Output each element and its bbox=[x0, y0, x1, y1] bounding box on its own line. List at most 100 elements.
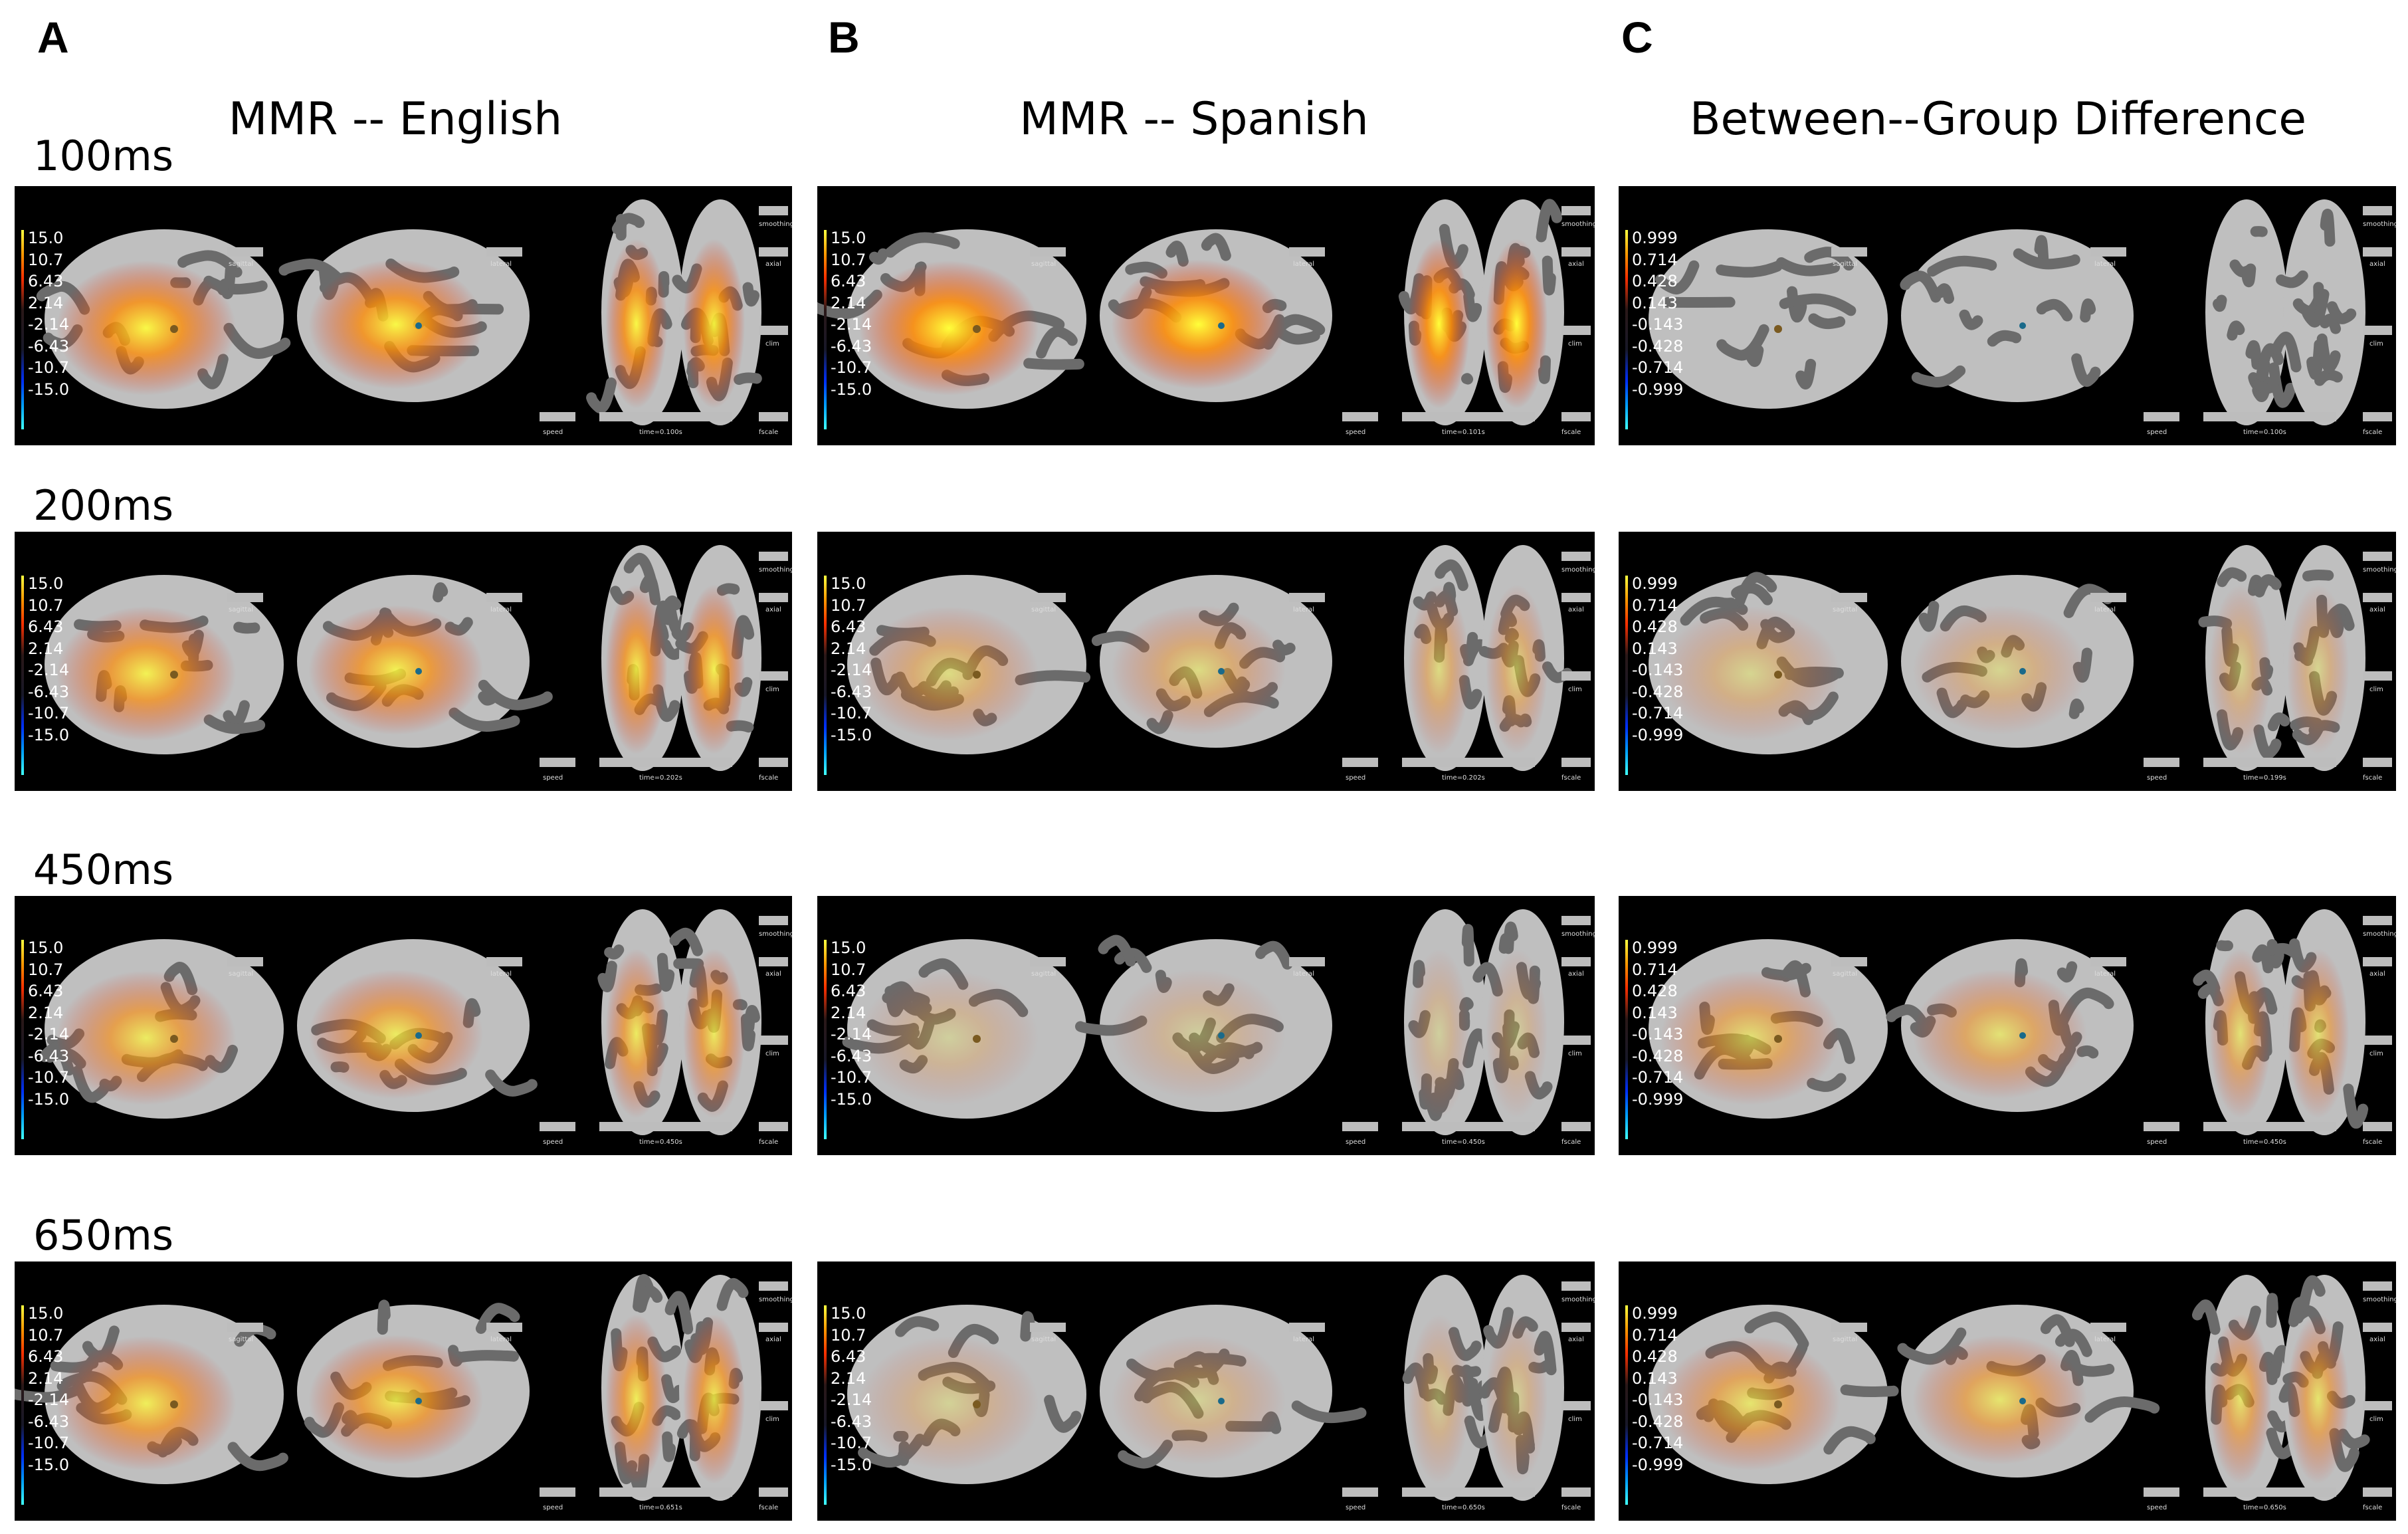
lateral-slider[interactable] bbox=[2090, 247, 2126, 257]
smoothing-slider[interactable] bbox=[2363, 916, 2392, 925]
smoothing-slider[interactable] bbox=[1561, 1281, 1591, 1291]
sagittal-slider[interactable] bbox=[1831, 247, 1867, 257]
axial-slider[interactable] bbox=[2363, 247, 2392, 257]
sagittal-slider[interactable] bbox=[1030, 593, 1066, 602]
smoothing-slider[interactable] bbox=[2363, 552, 2392, 561]
time-slider[interactable] bbox=[1402, 1487, 1535, 1497]
lateral-slider[interactable] bbox=[486, 247, 522, 257]
sagittal-slider[interactable] bbox=[227, 593, 263, 602]
clim-slider[interactable] bbox=[2363, 326, 2392, 335]
speed-slider[interactable] bbox=[2144, 758, 2179, 767]
speed-slider[interactable] bbox=[540, 758, 575, 767]
speed-slider[interactable] bbox=[540, 412, 575, 421]
fscale-slider[interactable] bbox=[1561, 1122, 1591, 1131]
sagittal-slider[interactable] bbox=[1030, 1323, 1066, 1332]
speed-slider[interactable] bbox=[1342, 1122, 1378, 1131]
smoothing-slider[interactable] bbox=[1561, 916, 1591, 925]
time-slider[interactable] bbox=[2203, 758, 2336, 767]
clim-slider[interactable] bbox=[759, 671, 788, 681]
speed-slider[interactable] bbox=[540, 1487, 575, 1497]
time-slider[interactable] bbox=[1402, 412, 1535, 421]
axial-slider[interactable] bbox=[759, 247, 788, 257]
lateral-slider[interactable] bbox=[1289, 247, 1325, 257]
colorbar-tick-label: 10.7 bbox=[28, 960, 64, 979]
fscale-slider[interactable] bbox=[1561, 758, 1591, 767]
speed-slider[interactable] bbox=[2144, 1122, 2179, 1131]
time-slider[interactable] bbox=[599, 1487, 732, 1497]
clim-slider[interactable] bbox=[2363, 1401, 2392, 1410]
lateral-slider[interactable] bbox=[486, 957, 522, 966]
fscale-slider[interactable] bbox=[1561, 1487, 1591, 1497]
smoothing-slider[interactable] bbox=[759, 206, 788, 215]
smoothing-slider[interactable] bbox=[1561, 552, 1591, 561]
speed-slider[interactable] bbox=[540, 1122, 575, 1131]
lateral-slider[interactable] bbox=[2090, 1323, 2126, 1332]
clim-slider[interactable] bbox=[2363, 1036, 2392, 1045]
time-slider[interactable] bbox=[1402, 758, 1535, 767]
fscale-slider[interactable] bbox=[759, 1122, 788, 1131]
sagittal-slider[interactable] bbox=[1030, 957, 1066, 966]
fscale-slider[interactable] bbox=[1561, 412, 1591, 421]
sagittal-slider[interactable] bbox=[227, 957, 263, 966]
sagittal-slider[interactable] bbox=[227, 247, 263, 257]
sagittal-slider[interactable] bbox=[1831, 1323, 1867, 1332]
speed-slider[interactable] bbox=[2144, 412, 2179, 421]
axial-slider[interactable] bbox=[2363, 593, 2392, 602]
fscale-slider[interactable] bbox=[2363, 758, 2392, 767]
fscale-slider[interactable] bbox=[759, 1487, 788, 1497]
clim-slider[interactable] bbox=[759, 1401, 788, 1410]
smoothing-slider[interactable] bbox=[759, 1281, 788, 1291]
sagittal-slider[interactable] bbox=[1831, 593, 1867, 602]
clim-slider[interactable] bbox=[759, 326, 788, 335]
speed-slider[interactable] bbox=[2144, 1487, 2179, 1497]
axial-slider[interactable] bbox=[759, 957, 788, 966]
smoothing-slider[interactable] bbox=[1561, 206, 1591, 215]
lateral-slider[interactable] bbox=[2090, 593, 2126, 602]
axial-slider[interactable] bbox=[2363, 1323, 2392, 1332]
colorbar-tick-label: 2.14 bbox=[831, 293, 866, 312]
lateral-slider[interactable] bbox=[1289, 593, 1325, 602]
axial-slider[interactable] bbox=[759, 593, 788, 602]
axial-slider[interactable] bbox=[1561, 957, 1591, 966]
lateral-slider[interactable] bbox=[1289, 1323, 1325, 1332]
lateral-slider[interactable] bbox=[486, 593, 522, 602]
axial-slider[interactable] bbox=[1561, 1323, 1591, 1332]
sagittal-slider[interactable] bbox=[1831, 957, 1867, 966]
clim-slider[interactable] bbox=[1561, 671, 1591, 681]
smoothing-slider[interactable] bbox=[759, 552, 788, 561]
time-slider[interactable] bbox=[599, 758, 732, 767]
speed-slider[interactable] bbox=[1342, 758, 1378, 767]
fscale-slider[interactable] bbox=[759, 758, 788, 767]
lateral-slider[interactable] bbox=[1289, 957, 1325, 966]
speed-slider[interactable] bbox=[1342, 412, 1378, 421]
fscale-slider[interactable] bbox=[2363, 412, 2392, 421]
clim-slider[interactable] bbox=[759, 1036, 788, 1045]
smoothing-slider[interactable] bbox=[759, 916, 788, 925]
clim-slider[interactable] bbox=[2363, 671, 2392, 681]
brain-rendering bbox=[847, 545, 1573, 771]
axial-slider[interactable] bbox=[2363, 957, 2392, 966]
lateral-slider[interactable] bbox=[2090, 957, 2126, 966]
time-slider[interactable] bbox=[2203, 412, 2336, 421]
axial-slider[interactable] bbox=[759, 1323, 788, 1332]
lateral-slider[interactable] bbox=[486, 1323, 522, 1332]
sagittal-slider[interactable] bbox=[227, 1323, 263, 1332]
time-slider[interactable] bbox=[599, 412, 732, 421]
colorbar-labels: 0.999 0.714 0.428 0.143 -0.143 -0.428 -0.714 -0… bbox=[1632, 227, 1683, 400]
clim-slider[interactable] bbox=[1561, 326, 1591, 335]
fscale-slider[interactable] bbox=[759, 412, 788, 421]
axial-slider[interactable] bbox=[1561, 247, 1591, 257]
fscale-slider[interactable] bbox=[2363, 1487, 2392, 1497]
time-slider[interactable] bbox=[2203, 1487, 2336, 1497]
clim-slider[interactable] bbox=[1561, 1036, 1591, 1045]
clim-slider[interactable] bbox=[1561, 1401, 1591, 1410]
smoothing-slider[interactable] bbox=[2363, 1281, 2392, 1291]
time-slider[interactable] bbox=[1402, 1122, 1535, 1131]
fscale-slider[interactable] bbox=[2363, 1122, 2392, 1131]
smoothing-slider[interactable] bbox=[2363, 206, 2392, 215]
time-slider[interactable] bbox=[599, 1122, 732, 1131]
speed-slider[interactable] bbox=[1342, 1487, 1378, 1497]
sagittal-slider[interactable] bbox=[1030, 247, 1066, 257]
axial-slider[interactable] bbox=[1561, 593, 1591, 602]
time-slider[interactable] bbox=[2203, 1122, 2336, 1131]
